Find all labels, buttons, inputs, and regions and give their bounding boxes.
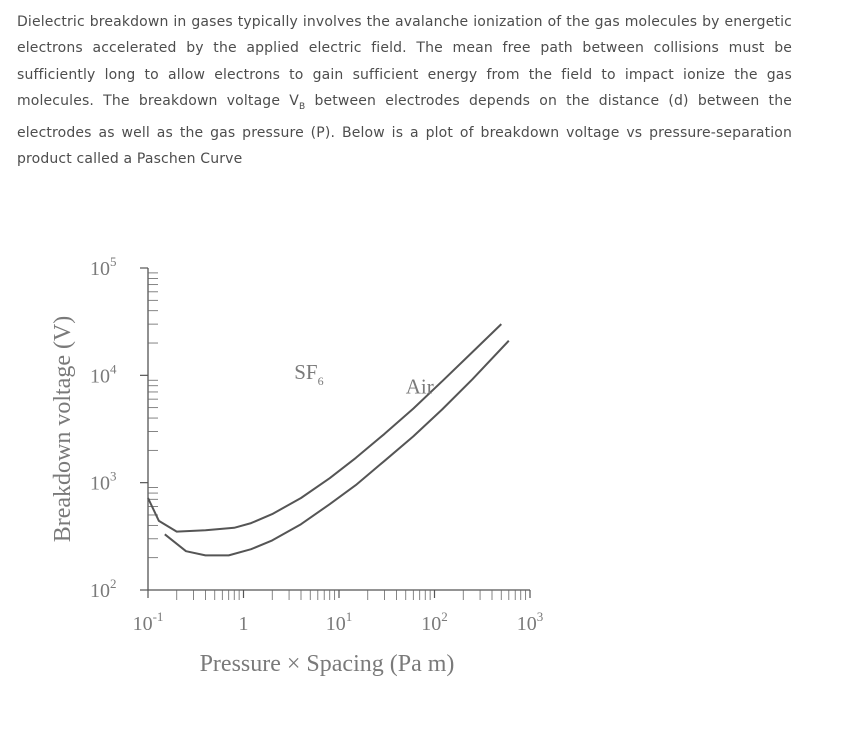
x-tick-label: 10-1 (133, 609, 164, 635)
chart-series (147, 323, 510, 557)
intro-subscript: B (298, 101, 306, 112)
y-axis-label: Breakdown voltage (V) (50, 316, 76, 543)
chart-ticks (140, 267, 531, 600)
x-tick-label: 101 (326, 609, 353, 635)
series-line-0 (147, 323, 502, 533)
x-tick-label: 103 (517, 609, 544, 635)
y-tick-label: 102 (90, 576, 117, 602)
series-line-1 (164, 340, 510, 557)
chart-tick-labels: 102 103 104 105 10-1 1 101 102 103 (90, 254, 543, 635)
series-label-1: Air (406, 374, 434, 398)
x-axis-label: Pressure × Spacing (Pa m) (200, 651, 455, 677)
y-tick-label: 103 (90, 469, 117, 495)
intro-text-after: between electrodes depends on the distan… (17, 92, 792, 168)
paschen-curve-chart: 102 103 104 105 10-1 1 101 102 103 SF6 Air Breakd… (50, 254, 543, 677)
y-tick-label: 105 (90, 254, 117, 280)
x-tick-label: 1 (239, 613, 249, 635)
intro-text-before: Dielectric breakdown in gases typically … (17, 14, 792, 109)
chart-axes (147, 268, 530, 591)
x-tick-label: 102 (421, 609, 448, 635)
series-label-0: SF6 (294, 360, 323, 388)
chart-series-labels: SF6 Air (294, 360, 433, 398)
y-tick-label: 104 (90, 361, 117, 387)
intro-paragraph: Dielectric breakdown in gases typically … (17, 9, 792, 173)
